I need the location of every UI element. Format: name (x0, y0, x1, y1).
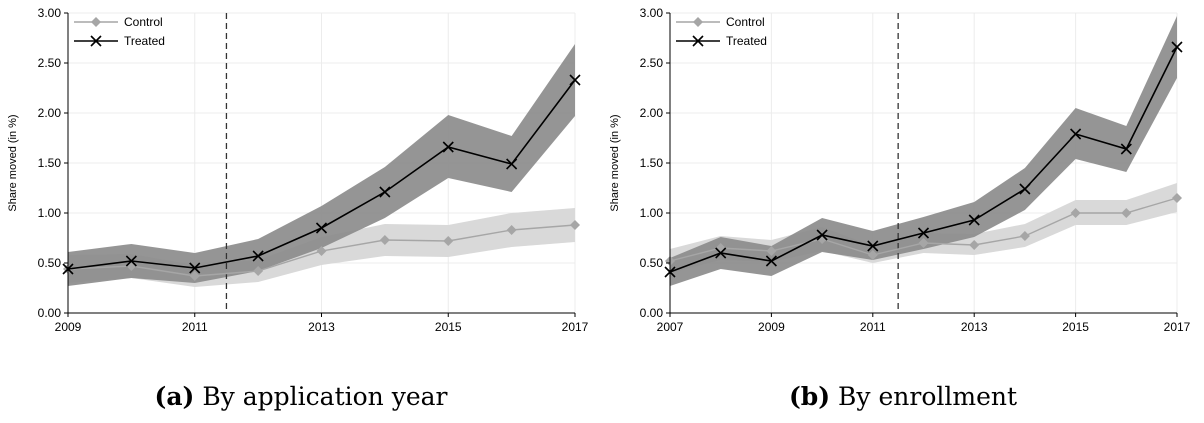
data-point-control (1121, 208, 1132, 218)
panel-a: 0.00 0.50 1.00 1.50 2.00 2.50 3.00 2009 2011 2013… (0, 6, 602, 411)
legend-marker-control (91, 17, 101, 27)
y-tick-label: 1.50 (38, 156, 62, 170)
legend-marker-treated (90, 35, 102, 47)
legend-label-control: Control (124, 15, 163, 29)
data-point-control (443, 236, 454, 246)
y-tick-label: 1.00 (640, 206, 664, 220)
data-point-control (969, 240, 980, 250)
y-tick-label: 2.50 (640, 56, 664, 70)
chart-by-application-year: 0.00 0.50 1.00 1.50 2.00 2.50 3.00 2009 2011 2013… (7, 6, 589, 334)
data-point-control (316, 246, 327, 256)
data-point-treated (1120, 143, 1132, 155)
caption-text: By application year (202, 382, 448, 411)
data-point-treated (189, 262, 201, 274)
y-tick-label: 2.50 (38, 56, 62, 70)
x-tick-label: 2013 (961, 320, 988, 334)
data-point-control (867, 250, 878, 260)
y-axis-label: Share moved (in %) (609, 114, 621, 211)
data-point-treated (442, 141, 454, 153)
data-point-treated (379, 186, 391, 198)
x-tick-label: 2017 (562, 320, 589, 334)
y-tick-label: 2.00 (640, 106, 664, 120)
y-axis-label: Share moved (in %) (7, 114, 19, 211)
legend-label-treated: Treated (726, 34, 767, 48)
data-point-control (1019, 231, 1030, 241)
data-point-treated (968, 214, 980, 226)
caption-a: (a) By application year (0, 382, 602, 411)
y-tick-label: 3.00 (640, 6, 664, 20)
data-point-treated (765, 255, 777, 267)
data-point-control (506, 225, 517, 235)
y-tick-label: 1.00 (38, 206, 62, 220)
data-point-treated (125, 255, 137, 267)
x-tick-label: 2015 (1062, 320, 1089, 334)
data-point-control (1172, 193, 1182, 203)
data-point-treated (569, 74, 581, 86)
data-point-treated (1019, 183, 1031, 195)
caption-text: By enrollment (838, 382, 1018, 411)
data-point-treated (252, 250, 264, 262)
data-point-control (1070, 208, 1081, 218)
y-tick-label: 0.00 (640, 306, 664, 320)
y-tick-label: 1.50 (640, 156, 664, 170)
y-tick-label: 2.00 (38, 106, 62, 120)
data-point-treated (816, 229, 828, 241)
legend-label-treated: Treated (124, 34, 165, 48)
legend-label-control: Control (726, 15, 765, 29)
x-tick-label: 2007 (657, 320, 684, 334)
caption-letter: (a) (154, 382, 195, 411)
data-point-treated (917, 227, 930, 239)
data-point-treated (506, 158, 518, 170)
x-tick-label: 2009 (758, 320, 785, 334)
data-point-control (570, 220, 580, 230)
y-tick-label: 0.50 (640, 256, 664, 270)
y-tick-label: 0.00 (38, 306, 62, 320)
caption-b: (b) By enrollment (602, 382, 1204, 411)
caption-letter: (b) (788, 382, 831, 411)
x-tick-label: 2009 (55, 320, 82, 334)
panel-b: 0.00 0.50 1.00 1.50 2.00 2.50 3.00 2007 2009 2011… (602, 0, 1204, 423)
x-tick-label: 2013 (308, 320, 335, 334)
y-tick-label: 3.00 (38, 6, 62, 20)
x-tick-label: 2015 (435, 320, 462, 334)
data-point-control (918, 238, 929, 248)
x-tick-label: 2011 (182, 320, 208, 334)
x-tick-label: 2017 (1164, 320, 1191, 334)
legend-marker-treated (692, 35, 704, 47)
data-point-treated (715, 247, 727, 259)
data-point-treated (1171, 41, 1183, 53)
legend-marker-control (693, 17, 703, 27)
data-point-control (379, 235, 390, 245)
x-tick-label: 2011 (860, 320, 886, 334)
data-point-treated (1070, 128, 1082, 140)
y-tick-label: 0.50 (38, 256, 62, 270)
chart-by-enrollment: 0.00 0.50 1.00 1.50 2.00 2.50 3.00 2007 2009 2011… (609, 6, 1191, 334)
data-point-treated (315, 222, 328, 234)
data-point-control (766, 246, 777, 256)
data-point-control (189, 271, 200, 281)
data-point-treated (867, 240, 879, 252)
data-point-control (253, 266, 264, 276)
